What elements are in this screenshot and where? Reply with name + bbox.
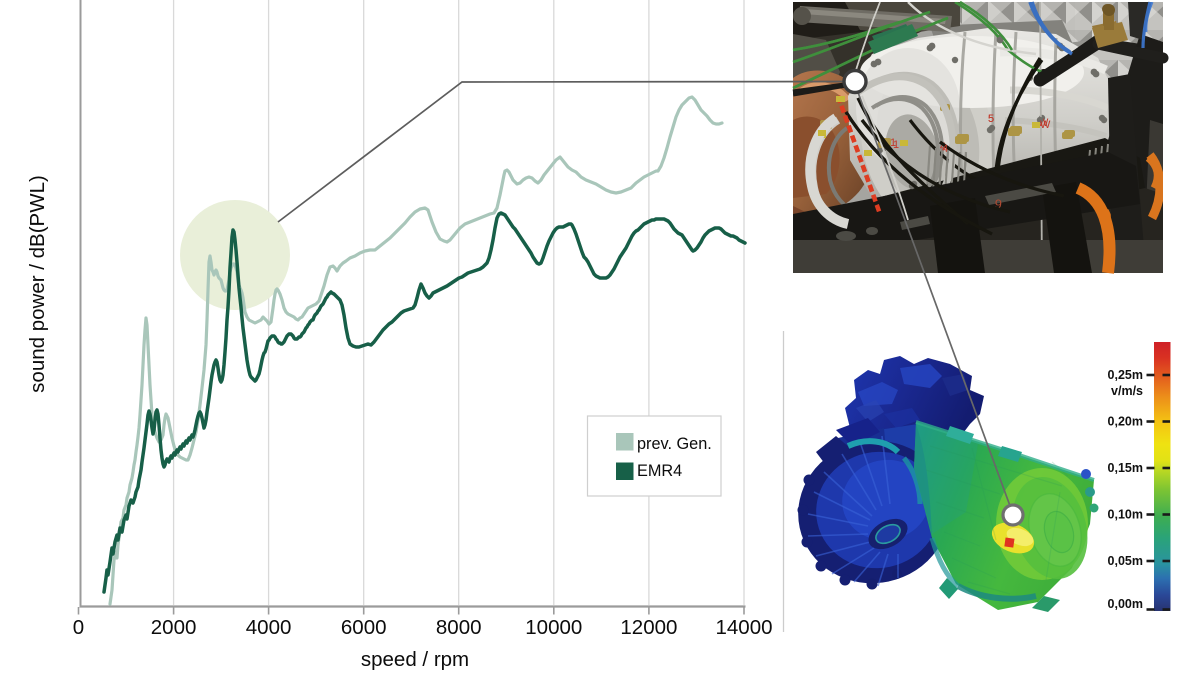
- svg-text:0,00m: 0,00m: [1108, 597, 1143, 611]
- svg-text:4000: 4000: [246, 616, 292, 639]
- svg-text:5: 5: [988, 113, 994, 125]
- svg-text:10000: 10000: [525, 616, 582, 639]
- svg-text:W: W: [1038, 117, 1049, 129]
- svg-text:4: 4: [942, 143, 948, 155]
- svg-text:EMR4: EMR4: [637, 462, 682, 480]
- svg-text:5: 5: [988, 113, 994, 125]
- svg-text:0,20m: 0,20m: [1108, 415, 1143, 429]
- svg-text:prev. Gen.: prev. Gen.: [637, 435, 712, 453]
- svg-text:1: 1: [890, 137, 896, 149]
- svg-text:2000: 2000: [151, 616, 197, 639]
- svg-text:8000: 8000: [436, 616, 482, 639]
- svg-text:0,10m: 0,10m: [1108, 508, 1143, 522]
- svg-text:W: W: [1040, 119, 1051, 131]
- svg-text:sound power / dB(PWL): sound power / dB(PWL): [26, 175, 49, 393]
- svg-text:4: 4: [940, 141, 946, 153]
- svg-text:14000: 14000: [715, 616, 772, 639]
- svg-text:0: 0: [73, 616, 84, 639]
- svg-text:0,25m: 0,25m: [1108, 368, 1143, 382]
- svg-text:6000: 6000: [341, 616, 387, 639]
- svg-text:1: 1: [893, 139, 899, 151]
- svg-text:0,05m: 0,05m: [1108, 554, 1143, 568]
- svg-text:v/m/s: v/m/s: [1111, 384, 1143, 398]
- svg-text:speed / rpm: speed / rpm: [361, 648, 469, 671]
- svg-text:12000: 12000: [620, 616, 677, 639]
- svg-text:9: 9: [994, 196, 1003, 212]
- svg-text:0,15m: 0,15m: [1108, 461, 1143, 475]
